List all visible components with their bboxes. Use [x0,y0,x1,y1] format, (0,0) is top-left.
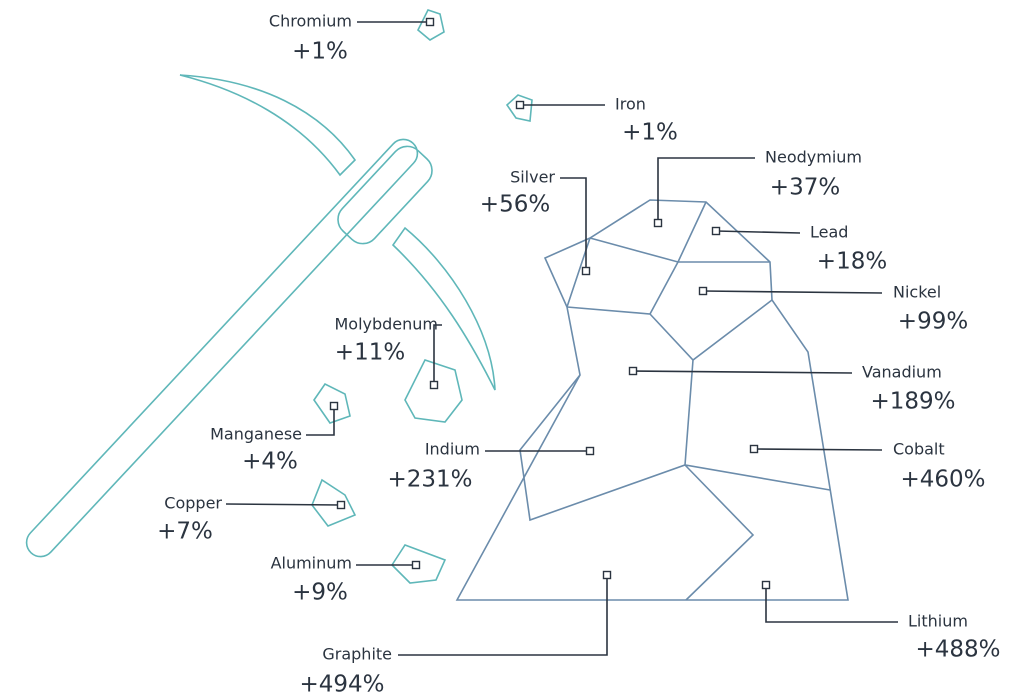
mineral-name: Cobalt [893,440,945,459]
mineral-name: Silver [510,168,555,187]
mineral-change: +18% [817,249,887,275]
mineral-change: +37% [770,175,840,201]
leader-line [658,158,755,223]
marker-box [751,446,758,453]
mineral-name: Neodymium [765,148,862,167]
mineral-name: Manganese [210,425,302,444]
mineral-change: +488% [915,637,1000,663]
large-rock [457,200,848,600]
leader-line [766,585,898,622]
mineral-change: +1% [622,120,678,146]
mineral-change: +7% [157,519,213,545]
marker-box [338,502,345,509]
leader-line [633,371,852,373]
leader-line [398,575,607,655]
marker-box [583,268,590,275]
infographic: Chromium +1% Iron +1% Silver +56% Neodymium +37… [0,0,1010,698]
mineral-change: +99% [898,309,968,335]
leader-line [226,504,341,505]
mineral-change: +9% [292,580,348,606]
mineral-name: Indium [425,440,480,459]
rock-copper [312,480,355,526]
leader-line [754,449,882,450]
mineral-name: Lead [810,223,848,242]
leader-line [703,291,882,293]
mineral-change: +231% [387,467,472,493]
marker-box [431,382,438,389]
rock-outline [457,200,848,600]
mineral-change: +494% [299,672,384,698]
marker-box [413,562,420,569]
mineral-change: +189% [870,389,955,415]
marker-box [655,220,662,227]
mineral-name: Vanadium [862,363,942,382]
labels: Chromium +1% Iron +1% Silver +56% Neodymium +37… [157,12,1000,698]
small-rocks [312,10,532,583]
mineral-change: +4% [242,449,298,475]
mineral-change: +1% [292,39,348,65]
mineral-change: +56% [480,192,550,218]
leader-line [434,325,442,385]
mineral-name: Copper [164,494,222,513]
marker-box [331,403,338,410]
leader-line [560,178,586,271]
marker-box [587,448,594,455]
marker-box [630,368,637,375]
marker-box [604,572,611,579]
marker-box [700,288,707,295]
pickaxe-blade [180,75,355,175]
leader-line [306,406,334,435]
mineral-name: Nickel [893,283,941,302]
mineral-name: Lithium [908,612,968,631]
mineral-name: Chromium [269,12,352,31]
marker-box [763,582,770,589]
leader-line [716,231,800,233]
marker-box [517,102,524,109]
mineral-name: Graphite [322,645,392,664]
mineral-name: Iron [615,95,646,114]
mineral-change: +460% [900,467,985,493]
mineral-name: Aluminum [271,554,352,573]
mineral-change: +11% [335,340,405,366]
marker-box [713,228,720,235]
mineral-name: Molybdenum [334,315,438,334]
marker-box [427,19,434,26]
